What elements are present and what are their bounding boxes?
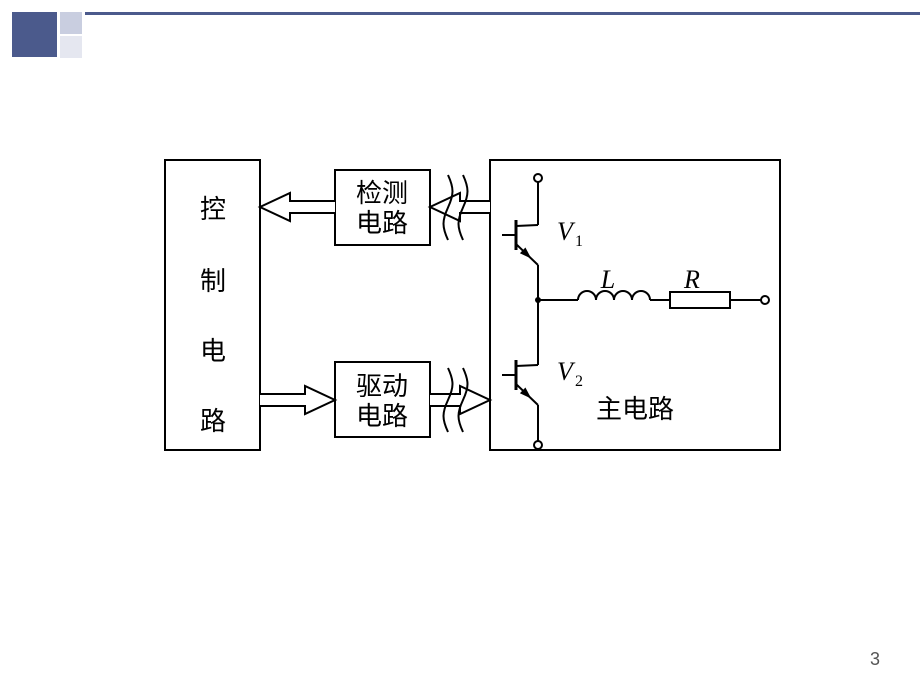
- svg-text:V: V: [557, 217, 576, 246]
- svg-text:制: 制: [200, 267, 226, 296]
- svg-text:驱动: 驱动: [356, 372, 408, 401]
- svg-text:电路: 电路: [356, 209, 408, 238]
- svg-text:电路: 电路: [356, 402, 408, 431]
- page-number: 3: [870, 649, 880, 670]
- svg-text:1: 1: [575, 233, 583, 250]
- svg-text:2: 2: [575, 373, 583, 390]
- slide: 控制电路检测电路驱动电路主电路V1V2LR 3: [0, 0, 920, 690]
- svg-text:主电路: 主电路: [596, 395, 674, 424]
- svg-text:控: 控: [200, 195, 226, 224]
- circuit-diagram: 控制电路检测电路驱动电路主电路V1V2LR: [0, 0, 920, 690]
- svg-text:电: 电: [200, 337, 226, 366]
- svg-text:路: 路: [200, 407, 226, 436]
- svg-text:L: L: [600, 265, 615, 294]
- svg-text:V: V: [557, 357, 576, 386]
- svg-text:R: R: [683, 265, 700, 294]
- svg-text:检测: 检测: [356, 179, 408, 208]
